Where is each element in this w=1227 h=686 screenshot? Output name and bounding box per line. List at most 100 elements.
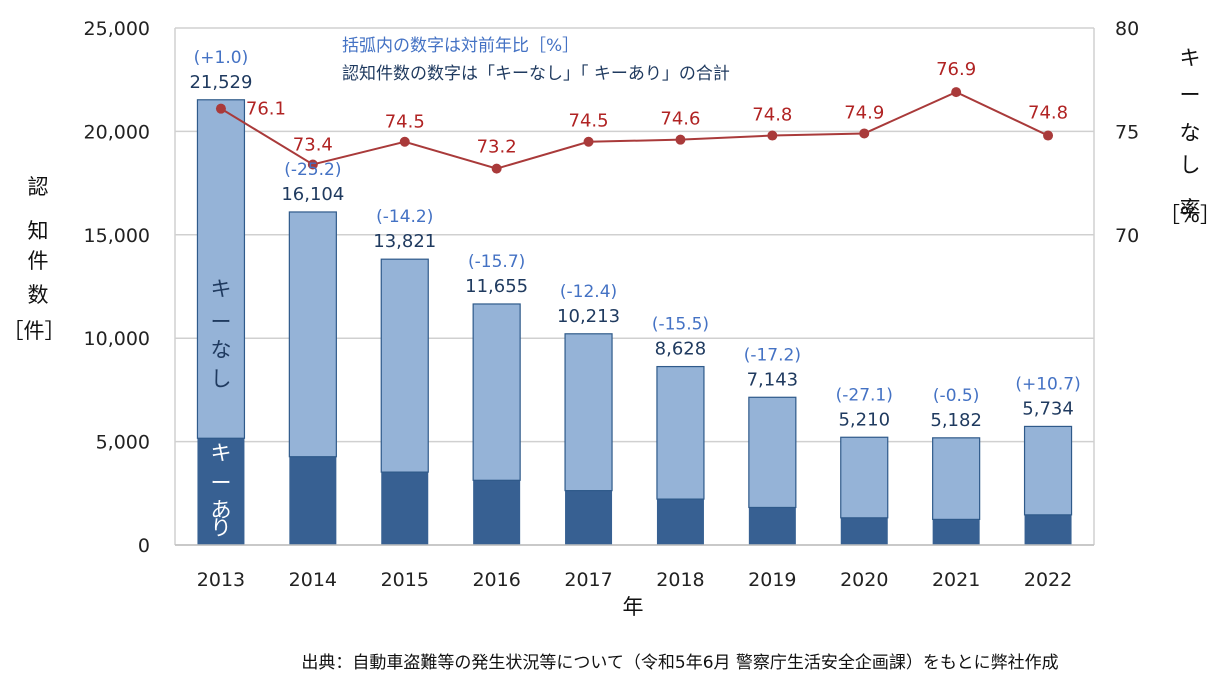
yoy-label: (-14.2) xyxy=(376,207,433,227)
yoy-label: (+10.7) xyxy=(1015,374,1080,394)
y-right-axis-title: ー xyxy=(1180,83,1201,107)
y-right-tick-label: 80 xyxy=(1115,18,1139,40)
rate-polyline xyxy=(220,91,1049,170)
total-label: 16,104 xyxy=(281,184,344,205)
yoy-label: (-27.1) xyxy=(836,385,893,405)
rate-point xyxy=(215,103,226,114)
rate-line xyxy=(215,87,1054,174)
rate-point xyxy=(859,128,870,139)
x-tick-label: 2018 xyxy=(656,569,704,591)
x-tick-label: 2017 xyxy=(564,569,612,591)
bar-key-present xyxy=(748,507,796,545)
bar-key-absent xyxy=(1023,425,1073,516)
note-sum: 認知件数の数字は「キーなし」「 キーあり」の合計 xyxy=(342,64,730,84)
source-note: 出典：自動車盗難等の発生状況等について（令和5年6月 警察庁生活安全企画課）をも… xyxy=(301,653,1058,673)
y-right-axis-title: し xyxy=(1180,153,1201,177)
rate-point xyxy=(675,134,686,145)
y-left-tick-label: 15,000 xyxy=(84,225,150,247)
x-tick-label: 2013 xyxy=(197,569,245,591)
total-label: 5,734 xyxy=(1022,398,1074,419)
yoy-label: (+1.0) xyxy=(194,48,249,68)
total-label: 7,143 xyxy=(747,369,799,390)
total-label: 10,213 xyxy=(557,306,620,327)
inbar-label-no-key: し xyxy=(210,367,231,391)
rate-point xyxy=(1043,130,1054,141)
x-tick-label: 2015 xyxy=(381,569,429,591)
inbar-label-with-key: キ xyxy=(210,441,231,465)
yoy-label: (-17.2) xyxy=(744,345,801,365)
inbar-label-no-key: な xyxy=(210,338,231,362)
y-left-tick-label: 5,000 xyxy=(96,432,150,454)
rate-point xyxy=(491,163,502,174)
y-left-tick-label: 25,000 xyxy=(84,18,150,40)
y-right-tick-label: 70 xyxy=(1115,225,1139,247)
y-left-axis-title: 認 xyxy=(28,175,49,199)
y-left-tick-label: 10,000 xyxy=(84,328,150,350)
rate-point xyxy=(399,136,410,147)
inbar-label-no-key: キ xyxy=(210,277,231,301)
bar-key-absent xyxy=(472,303,521,481)
bar-key-absent xyxy=(196,99,246,439)
rate-label: 76.1 xyxy=(246,99,286,120)
bar-key-present xyxy=(840,517,888,545)
total-label: 5,182 xyxy=(930,410,982,431)
rate-label: 73.4 xyxy=(293,134,333,155)
bar-key-present xyxy=(197,438,245,545)
yoy-label: (-15.5) xyxy=(652,315,709,335)
data-labels: 21,529 (+1.0) 16,104 (-25.2) 13,821 (-14.2) 11… xyxy=(189,48,1080,540)
bar-key-absent xyxy=(656,365,705,500)
inbar-label-with-key: り xyxy=(210,516,231,540)
bar-key-present xyxy=(1024,514,1072,545)
y-left-tick-label: 20,000 xyxy=(84,121,150,143)
rate-point xyxy=(951,87,962,98)
rate-label: 73.2 xyxy=(477,137,517,158)
y-left-tick-label: 0 xyxy=(138,535,150,557)
bar-key-present xyxy=(656,499,704,545)
bar-key-present xyxy=(381,472,429,545)
total-label: 13,821 xyxy=(373,231,436,252)
y-left-axis-title: 件 xyxy=(28,249,49,273)
rate-label: 74.5 xyxy=(385,112,425,133)
bar-key-absent xyxy=(840,436,889,519)
inbar-label-with-key: あ xyxy=(210,498,231,522)
total-label: 8,628 xyxy=(655,339,707,360)
bar-key-absent xyxy=(932,437,981,520)
y-right-axis-title: な xyxy=(1180,121,1201,145)
rate-point xyxy=(307,159,318,170)
total-label: 5,210 xyxy=(838,409,890,430)
rate-label: 74.8 xyxy=(752,105,792,126)
rate-label: 74.5 xyxy=(569,111,609,132)
y-right-axis-title: キ xyxy=(1180,46,1201,70)
x-tick-label: 2019 xyxy=(748,569,796,591)
x-tick-label: 2014 xyxy=(289,569,337,591)
bar-key-present xyxy=(565,490,613,545)
bar-key-absent xyxy=(380,258,429,473)
x-tick-label: 2020 xyxy=(840,569,888,591)
yoy-label: (-15.7) xyxy=(468,252,525,272)
rate-label: 74.9 xyxy=(844,102,884,123)
total-label: 11,655 xyxy=(465,276,528,297)
total-label: 21,529 xyxy=(189,72,252,93)
y-right-axis-title: 率 xyxy=(1180,197,1201,221)
bar-key-present xyxy=(473,480,521,545)
rate-label: 74.6 xyxy=(660,109,700,130)
bars xyxy=(196,99,1073,545)
inbar-label-with-key: ー xyxy=(210,471,231,495)
yoy-label: (-25.2) xyxy=(284,160,341,180)
y-right-axis-title: ［%］ xyxy=(1159,203,1221,227)
rate-label: 74.8 xyxy=(1028,103,1068,124)
y-left-axis-title: 知 xyxy=(28,219,49,243)
y-left-axis-title: 数 xyxy=(28,283,49,307)
bar-key-absent xyxy=(564,333,613,492)
inbar-label-no-key: ー xyxy=(210,310,231,334)
rate-point xyxy=(767,130,778,141)
y-left-axis-title: ［件］ xyxy=(3,319,66,343)
x-tick-label: 2022 xyxy=(1024,569,1072,591)
axes: 0 5,000 10,000 15,000 20,000 25,000 70 75 80 認知件数… xyxy=(3,18,1221,591)
yoy-label: (-12.4) xyxy=(560,282,617,302)
bar-key-absent xyxy=(748,396,797,509)
note-yoy: 括弧内の数字は対前年比［%］ xyxy=(342,36,579,56)
rate-label: 76.9 xyxy=(936,59,976,80)
x-axis-title: 年 xyxy=(623,595,644,619)
